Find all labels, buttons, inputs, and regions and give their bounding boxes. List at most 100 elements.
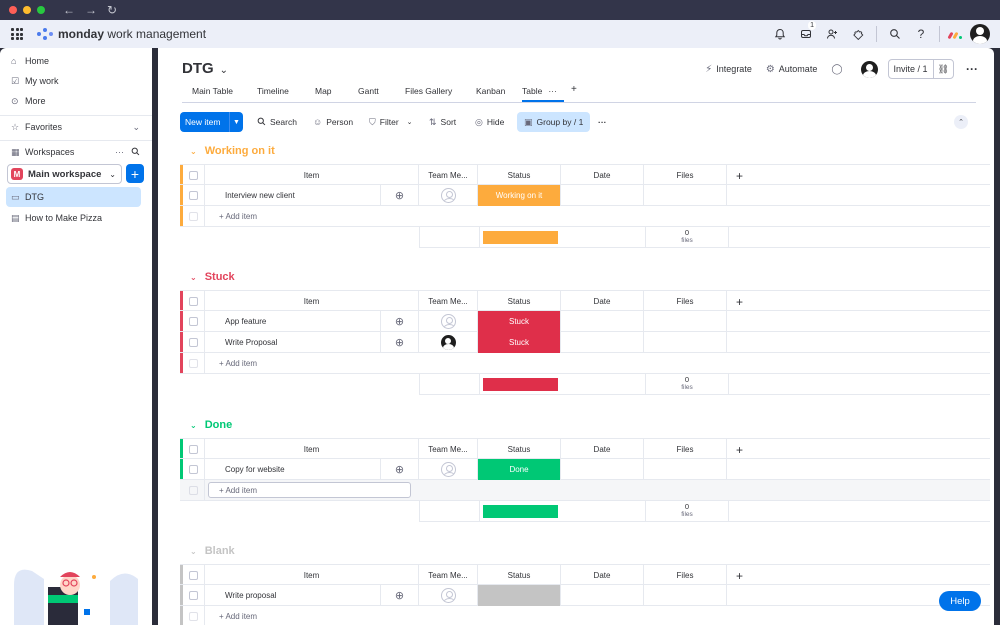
add-update-button[interactable]: ⊕: [380, 459, 419, 480]
sidebar-item-my-work[interactable]: ☑ My work: [0, 71, 152, 91]
checkbox[interactable]: [189, 465, 198, 474]
monday-product-logo-icon[interactable]: [946, 27, 964, 41]
help-button[interactable]: Help: [939, 591, 981, 611]
date-cell[interactable]: [561, 585, 644, 606]
column-header-team[interactable]: Team Me...: [419, 565, 478, 586]
files-cell[interactable]: [644, 311, 727, 332]
person-cell[interactable]: [419, 332, 478, 353]
add-item-row[interactable]: + Add item: [180, 353, 990, 374]
group-title[interactable]: ⌄ Working on it: [190, 145, 275, 157]
column-header-status[interactable]: Status: [478, 439, 561, 460]
group-by-button[interactable]: ▣ Group by / 1: [517, 112, 591, 132]
apps-grid-icon[interactable]: [11, 28, 23, 40]
user-avatar[interactable]: [970, 24, 990, 44]
column-header-files[interactable]: Files: [644, 439, 727, 460]
board-menu-icon[interactable]: ···: [966, 62, 978, 76]
search-icon[interactable]: [131, 147, 140, 158]
row-checkbox-cell[interactable]: [183, 185, 205, 206]
row-checkbox-cell[interactable]: [183, 459, 205, 480]
hide-button[interactable]: ◎ Hide: [475, 112, 504, 132]
add-update-button[interactable]: ⊕: [380, 332, 419, 353]
group-title[interactable]: ⌄ Stuck: [190, 271, 235, 283]
board-title[interactable]: DTG ⌄: [182, 60, 228, 77]
add-to-workspace-button[interactable]: +: [126, 164, 144, 183]
chevron-down-icon[interactable]: ⌄: [190, 272, 197, 282]
select-all-checkbox[interactable]: [183, 165, 205, 186]
reload-icon[interactable]: ↻: [107, 3, 118, 17]
search-icon[interactable]: [883, 24, 907, 44]
tab-gantt[interactable]: Gantt: [358, 86, 379, 96]
add-item-button[interactable]: + Add item: [219, 212, 258, 221]
chevron-down-icon[interactable]: ▼: [229, 112, 243, 132]
column-header-status[interactable]: Status: [478, 165, 561, 186]
checkbox[interactable]: [189, 571, 198, 580]
add-item-row[interactable]: + Add item: [180, 480, 990, 501]
checkbox[interactable]: [189, 191, 198, 200]
column-header-item[interactable]: Item: [205, 565, 419, 586]
chevron-down-icon[interactable]: ⌄: [406, 119, 413, 126]
item-name-cell[interactable]: App feature: [225, 317, 267, 326]
add-view-icon[interactable]: +: [571, 84, 577, 95]
add-update-button[interactable]: ⊕: [380, 585, 419, 606]
sidebar-workspaces[interactable]: ▦ Workspaces ···: [0, 142, 152, 162]
toolbar-more-icon[interactable]: ···: [598, 117, 607, 127]
invite-button[interactable]: Invite / 1 ⛓: [887, 59, 954, 79]
row-checkbox-cell[interactable]: [183, 311, 205, 332]
column-header-date[interactable]: Date: [561, 291, 644, 312]
status-summary-bar[interactable]: [483, 378, 558, 391]
group-title[interactable]: ⌄ Done: [190, 419, 232, 431]
checkbox[interactable]: [189, 317, 198, 326]
chevron-down-icon[interactable]: ⌄: [132, 121, 140, 132]
tab-table[interactable]: Table ···: [522, 86, 564, 102]
person-cell[interactable]: [419, 311, 478, 332]
column-header-team[interactable]: Team Me...: [419, 291, 478, 312]
status-cell[interactable]: Working on it: [478, 185, 561, 206]
files-cell[interactable]: [644, 332, 727, 353]
person-filter-button[interactable]: ☺ Person: [313, 112, 353, 132]
column-header-files[interactable]: Files: [644, 565, 727, 586]
brand-logo[interactable]: monday work management: [37, 27, 206, 41]
item-name-cell[interactable]: Copy for website: [225, 465, 285, 474]
table-row[interactable]: Copy for website ⊕ Done: [180, 459, 990, 480]
tab-files-gallery[interactable]: Files Gallery: [405, 86, 453, 96]
sidebar-board-how-to-make-pizza[interactable]: ▤ How to Make Pizza: [0, 208, 152, 228]
close-window-button[interactable]: [9, 6, 17, 14]
item-name-cell[interactable]: Write Proposal: [225, 338, 278, 347]
search-button[interactable]: Search: [257, 112, 297, 132]
add-update-button[interactable]: ⊕: [380, 185, 419, 206]
integrate-button[interactable]: ⚡ Integrate: [705, 64, 752, 75]
forward-arrow-icon[interactable]: →: [85, 3, 97, 17]
collapse-header-icon[interactable]: ⌃: [954, 115, 968, 129]
filter-button[interactable]: ⛉ Filter ⌄: [369, 112, 413, 132]
column-header-item[interactable]: Item: [205, 291, 419, 312]
add-column-icon[interactable]: +: [735, 294, 743, 309]
select-all-checkbox[interactable]: [183, 291, 205, 312]
status-cell[interactable]: Done: [478, 459, 561, 480]
table-row[interactable]: Interview new client ⊕ Working on it: [180, 185, 990, 206]
apps-puzzle-icon[interactable]: [846, 24, 870, 44]
maximize-window-button[interactable]: [37, 6, 45, 14]
row-checkbox-cell[interactable]: [183, 585, 205, 606]
column-header-files[interactable]: Files: [644, 291, 727, 312]
files-cell[interactable]: [644, 185, 727, 206]
minimize-window-button[interactable]: [23, 6, 31, 14]
tab-timeline[interactable]: Timeline: [257, 86, 289, 96]
add-column-icon[interactable]: +: [735, 568, 743, 583]
automate-button[interactable]: ⚙ Automate: [766, 64, 818, 75]
chevron-down-icon[interactable]: ⌄: [219, 65, 229, 76]
files-cell[interactable]: [644, 459, 727, 480]
add-item-row[interactable]: + Add item: [180, 606, 990, 625]
checkbox[interactable]: [189, 338, 198, 347]
column-header-status[interactable]: Status: [478, 291, 561, 312]
column-header-team[interactable]: Team Me...: [419, 165, 478, 186]
date-cell[interactable]: [561, 332, 644, 353]
person-cell[interactable]: [419, 459, 478, 480]
checkbox[interactable]: [189, 445, 198, 454]
sidebar-board-dtg[interactable]: ▭ DTG: [6, 187, 141, 207]
add-item-button[interactable]: + Add item: [219, 612, 258, 621]
status-cell[interactable]: Stuck: [478, 311, 561, 332]
column-header-item[interactable]: Item: [205, 439, 419, 460]
workspace-selector[interactable]: M Main workspace ⌄: [7, 164, 122, 184]
add-column-icon[interactable]: +: [735, 168, 743, 183]
chevron-down-icon[interactable]: ⌄: [190, 546, 197, 556]
